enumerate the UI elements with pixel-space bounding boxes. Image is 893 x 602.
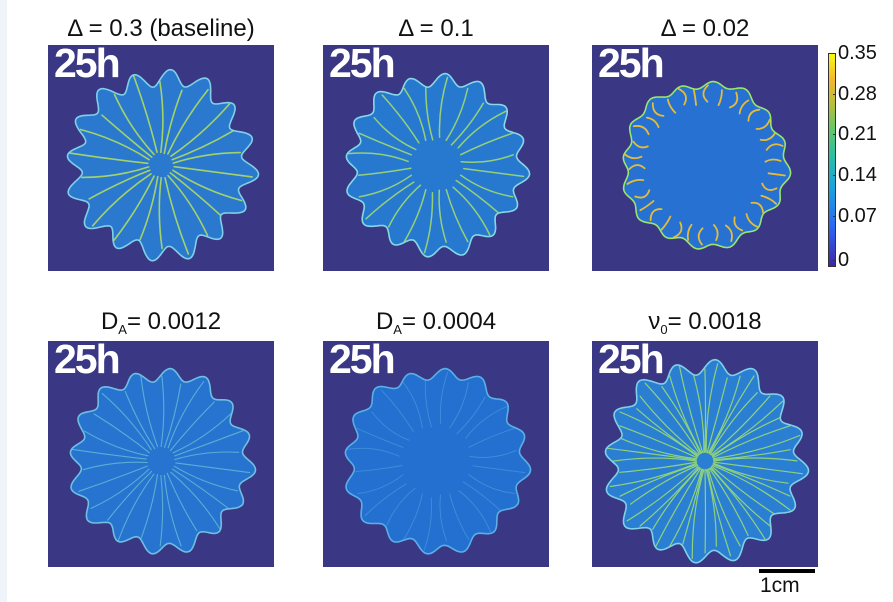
colorbar-tick-mark [833,260,836,261]
time-label: 25h [54,341,119,380]
colony-panel: 25h [323,45,549,271]
colony-panel: 25h [592,45,818,271]
colorbar-tick-label: 0 [838,250,849,270]
time-label: 25h [54,45,119,84]
colony-panel: 25h [592,341,818,567]
panel-title: Δ = 0.02 [592,17,818,41]
figure: Δ = 0.3 (baseline) 25h Δ = 0.1 25h Δ = 0.02 2… [7,0,893,602]
colony-panel: 25h [48,341,274,567]
colony-body [345,369,530,554]
time-label: 25h [329,341,394,380]
colorbar-tick-label: 0.21 [838,124,877,144]
colorbar-tick-mark [833,134,836,135]
panel-title: Δ = 0.3 (baseline) [48,17,274,41]
colorbar-tick-label: 0.14 [838,165,877,185]
colorbar-tick-mark [833,53,836,54]
colorbar-tick-mark [833,216,836,217]
colony-body [68,70,259,261]
panel-title: DA= 0.0004 [323,310,549,336]
colorbar-tick-label: 0.07 [838,206,877,226]
colony-body [346,74,529,257]
time-label: 25h [598,341,663,380]
colony-panel: 25h [48,45,274,271]
colony-body [606,360,809,563]
time-label: 25h [329,45,394,84]
panel-title: ν0= 0.0018 [592,310,818,336]
scale-bar-label: 1cm [760,575,800,596]
scale-bar [759,569,815,573]
colony-body [623,82,790,249]
time-label: 25h [598,45,663,84]
colorbar-tick-mark [833,175,836,176]
colorbar-tick-mark [833,94,836,95]
colorbar [828,53,836,267]
colorbar-tick-label: 0.28 [838,84,877,104]
panel-title: Δ = 0.1 [323,17,549,41]
panel-title: DA= 0.0012 [48,310,274,336]
colony-panel: 25h [323,341,549,567]
colorbar-tick-label: 0.35 [838,43,877,63]
